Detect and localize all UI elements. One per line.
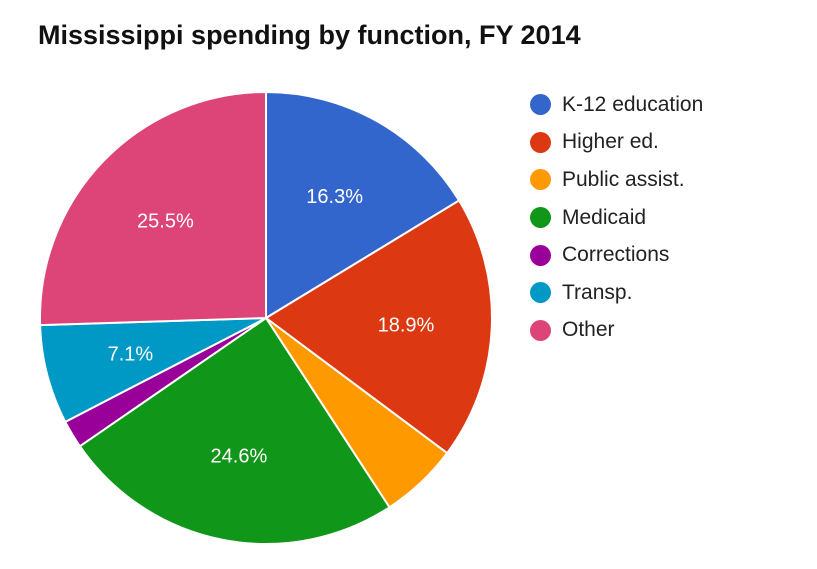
chart-legend: K-12 education Higher ed. Public assist. Me… xyxy=(530,86,703,349)
legend-item-public-assist: Public assist. xyxy=(530,161,703,199)
legend-swatch-corrections xyxy=(530,244,551,266)
legend-swatch-other xyxy=(530,319,551,341)
pie-slice-other xyxy=(39,90,267,327)
legend-label-corrections: Corrections xyxy=(562,243,670,267)
pie-slice-medicaid xyxy=(78,316,391,545)
legend-item-transp: Transp. xyxy=(530,274,703,312)
legend-item-medicaid: Medicaid xyxy=(530,199,703,237)
slice-label-higher-ed: 18.9% xyxy=(378,315,435,337)
legend-item-higher-ed: Higher ed. xyxy=(530,124,703,162)
slice-label-transp: 7.1% xyxy=(108,343,154,365)
legend-swatch-transp xyxy=(530,282,551,304)
legend-item-other: Other xyxy=(530,312,703,350)
legend-label-higher-ed: Higher ed. xyxy=(562,130,659,154)
pie-slice-transp xyxy=(39,317,267,424)
pie-slice-k-12-education xyxy=(265,90,461,320)
legend-label-medicaid: Medicaid xyxy=(562,205,647,229)
legend-label-k-12-education: K-12 education xyxy=(562,92,704,116)
legend-item-corrections: Corrections xyxy=(530,236,703,274)
legend-label-public-assist: Public assist. xyxy=(562,167,685,191)
legend-item-k-12-education: K-12 education xyxy=(530,86,703,124)
chart-title: Mississippi spending by function, FY 201… xyxy=(38,20,581,50)
legend-swatch-higher-ed xyxy=(530,131,551,153)
legend-swatch-public-assist xyxy=(530,169,551,191)
slice-label-k-12-education: 16.3% xyxy=(306,186,363,208)
pie-slice-higher-ed xyxy=(264,199,493,455)
legend-swatch-k-12-education xyxy=(530,94,551,116)
slice-label-other: 25.5% xyxy=(137,210,194,232)
legend-swatch-medicaid xyxy=(530,207,551,229)
legend-label-transp: Transp. xyxy=(562,280,633,304)
legend-label-other: Other xyxy=(562,318,615,342)
slice-label-medicaid: 24.6% xyxy=(211,445,268,467)
